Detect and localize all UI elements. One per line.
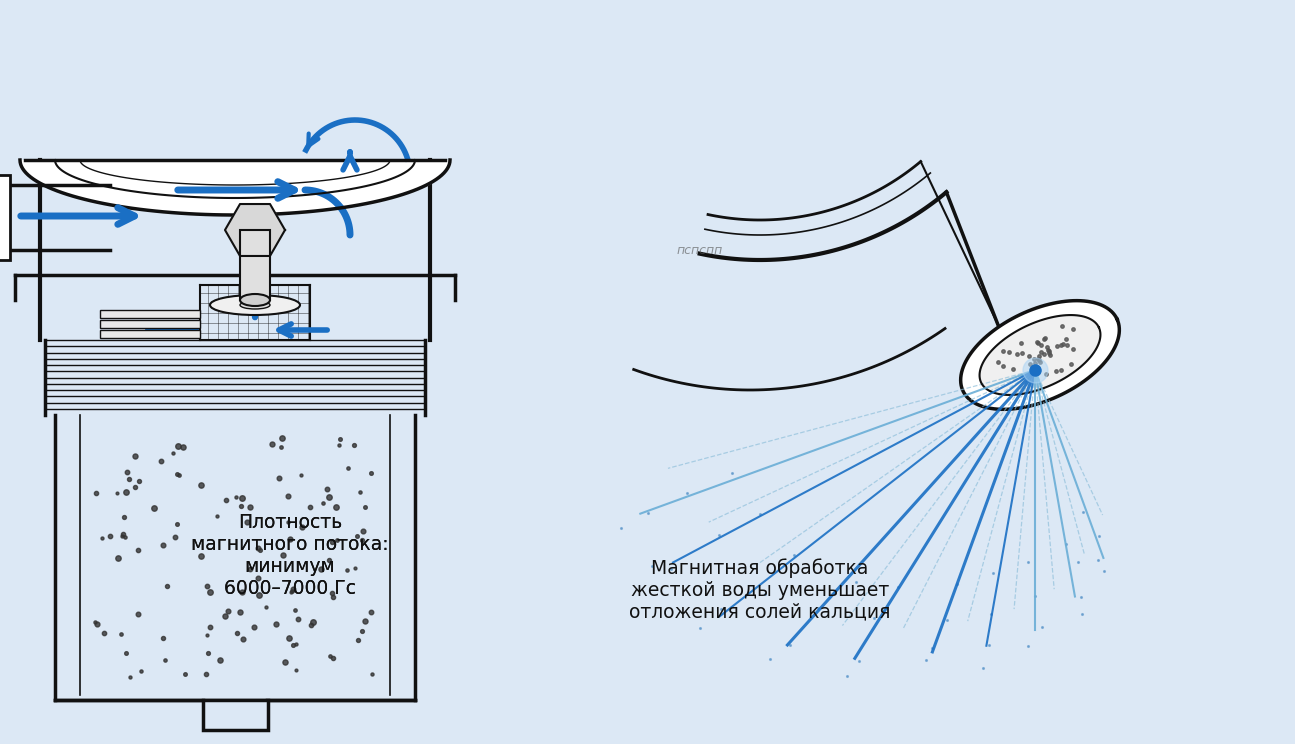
Polygon shape: [961, 301, 1119, 409]
Polygon shape: [979, 315, 1101, 395]
Ellipse shape: [210, 295, 300, 315]
Text: Плотность
магнитного потока:
минимум
6000–7000 Гс: Плотность магнитного потока: минимум 600…: [192, 513, 388, 597]
Bar: [240, 230, 269, 300]
Bar: [100, 330, 199, 338]
Bar: [100, 320, 199, 328]
Bar: [203, 700, 268, 730]
Ellipse shape: [240, 301, 269, 309]
Text: Плотность
магнитного потока:
минимум
6000–7000 Гс: Плотность магнитного потока: минимум 600…: [192, 513, 388, 597]
Ellipse shape: [240, 294, 269, 306]
Text: пспспп: пспспп: [677, 243, 723, 257]
Polygon shape: [225, 204, 285, 256]
Bar: [100, 310, 199, 318]
Text: Магнитная обработка
жесткой воды уменьшает
отложения солей кальция: Магнитная обработка жесткой воды уменьша…: [629, 558, 891, 622]
Bar: [0, 175, 10, 260]
